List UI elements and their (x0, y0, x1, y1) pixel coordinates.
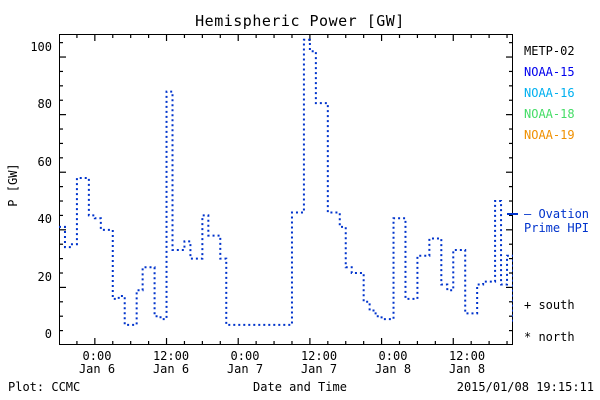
ovation-label-line2: Prime HPI (524, 221, 590, 235)
generation-timestamp: 2015/01/08 19:15:11 (456, 380, 594, 394)
x-tick-date-4: Jan 8 (374, 362, 412, 376)
x-tick-time-5: 12:00 (448, 349, 486, 363)
legend-marker-north: * north (524, 330, 575, 344)
legend-item-noaa-18: NOAA-18 (524, 107, 575, 121)
x-tick-date-5: Jan 8 (448, 362, 486, 376)
x-axis-label: Date and Time (253, 380, 347, 394)
y-tick-label-60: 60 (37, 155, 52, 169)
x-tick-label-5: 12:00 Jan 8 (422, 350, 512, 376)
legend-item-ovation-prime-hpi: — Ovation Prime HPI (524, 207, 589, 235)
legend-item-metp-02: METP-02 (524, 44, 575, 58)
x-tick-time-4: 0:00 (378, 349, 408, 363)
legend-item-noaa-19: NOAA-19 (524, 128, 575, 142)
x-tick-time-3: 12:00 (300, 349, 338, 363)
x-tick-label-0: 0:00 Jan 6 (52, 350, 142, 376)
x-tick-time-2: 0:00 (230, 349, 260, 363)
plot-frame (59, 34, 513, 345)
ovation-label-line1: — Ovation (524, 207, 590, 221)
legend-item-noaa-15: NOAA-15 (524, 65, 575, 79)
x-tick-label-2: 0:00 Jan 7 (200, 350, 290, 376)
y-tick-label-0: 0 (44, 327, 52, 341)
plot-area (59, 34, 513, 345)
y-axis-label: P [GW] (6, 163, 20, 207)
x-tick-date-3: Jan 7 (300, 362, 338, 376)
y-tick-label-20: 20 (37, 270, 52, 284)
ovation-legend-dash (507, 213, 518, 215)
x-tick-time-1: 12:00 (152, 349, 190, 363)
y-tick-label-40: 40 (37, 212, 52, 226)
legend-item-noaa-16: NOAA-16 (524, 86, 575, 100)
x-tick-time-0: 0:00 (82, 349, 112, 363)
chart-title: Hemispheric Power [GW] (195, 12, 405, 30)
x-tick-label-1: 12:00 Jan 6 (126, 350, 216, 376)
x-tick-date-2: Jan 7 (226, 362, 264, 376)
legend-marker-south: + south (524, 298, 575, 312)
x-tick-label-3: 12:00 Jan 7 (274, 350, 364, 376)
y-tick-label-80: 80 (37, 97, 52, 111)
x-tick-date-0: Jan 6 (78, 362, 116, 376)
y-tick-label-100: 100 (30, 40, 52, 54)
plot-source-label: Plot: CCMC (8, 380, 81, 394)
x-tick-date-1: Jan 6 (152, 362, 190, 376)
data-series-ovation-prime-hpi (59, 38, 513, 326)
x-tick-label-4: 0:00 Jan 8 (348, 350, 438, 376)
